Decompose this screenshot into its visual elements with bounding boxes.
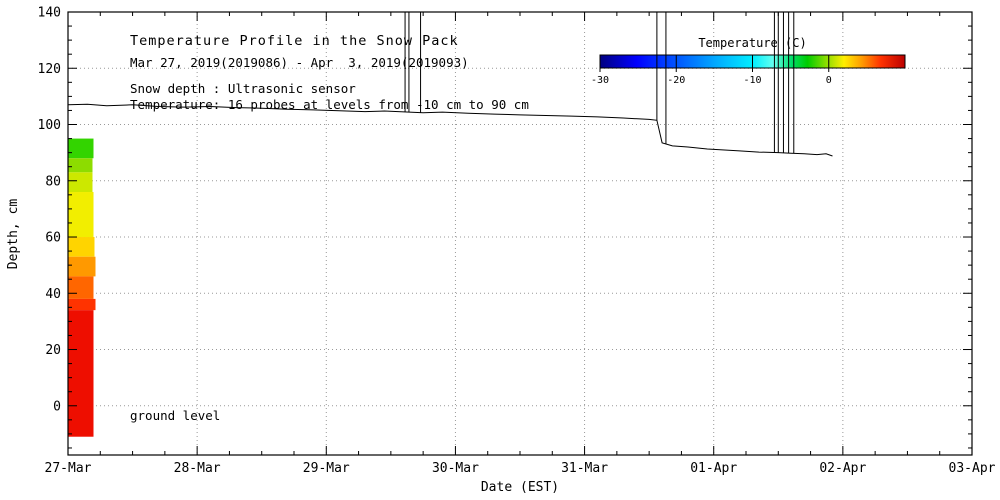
tick-marks (67, 11, 973, 455)
chart-subtitle: Mar 27, 2019(2019086) - Apr 3, 2019(2019… (130, 55, 469, 70)
x-tick-label: 30-Mar (432, 461, 479, 476)
x-tick-label: 01-Apr (690, 461, 737, 476)
x-tick-label: 03-Apr (949, 461, 996, 476)
colorbar-tick-label: -30 (591, 75, 609, 86)
x-tick-label: 29-Mar (303, 461, 350, 476)
y-tick-label: 40 (45, 287, 61, 302)
chart-title: Temperature Profile in the Snow Pack (130, 33, 459, 49)
axis-labels: 27-Mar 28-Mar 29-Mar 30-Mar 31-Mar 01-Apr 02-A… (6, 6, 996, 496)
temperature-profile-strip (68, 138, 96, 437)
colorbar-tick-label: 0 (826, 75, 832, 86)
y-axis-title: Depth, cm (6, 199, 21, 270)
snow-depth-line (68, 103, 833, 157)
y-tick-label: 0 (53, 399, 61, 414)
sensor-noise-spikes (404, 12, 795, 154)
y-tick-label: 120 (38, 62, 61, 77)
y-tick-label: 20 (45, 343, 61, 358)
y-tick-label: 60 (45, 231, 61, 246)
annotations: Temperature Profile in the Snow Pack Mar … (130, 33, 529, 423)
y-tick-label: 100 (38, 118, 61, 133)
colorbar: Temperature (C) -30 -20 -10 0 (591, 36, 906, 86)
x-tick-label: 27-Mar (45, 461, 92, 476)
colorbar-tick-label: -20 (667, 75, 685, 86)
axes (67, 11, 973, 456)
x-tick-label: 28-Mar (174, 461, 221, 476)
colorbar-title: Temperature (C) (698, 36, 806, 50)
x-tick-label: 31-Mar (561, 461, 608, 476)
x-axis-title: Date (EST) (481, 480, 559, 495)
annotation-snow-depth: Snow depth : Ultrasonic sensor (130, 81, 356, 96)
x-tick-label: 02-Apr (819, 461, 866, 476)
y-tick-label: 140 (38, 6, 61, 21)
ground-level-label: ground level (130, 408, 220, 423)
colorbar-tick-label: -10 (743, 75, 761, 86)
grid-lines (67, 11, 973, 455)
annotation-probes: Temperature: 16 probes at levels from -1… (130, 97, 529, 112)
y-tick-label: 80 (45, 174, 61, 189)
